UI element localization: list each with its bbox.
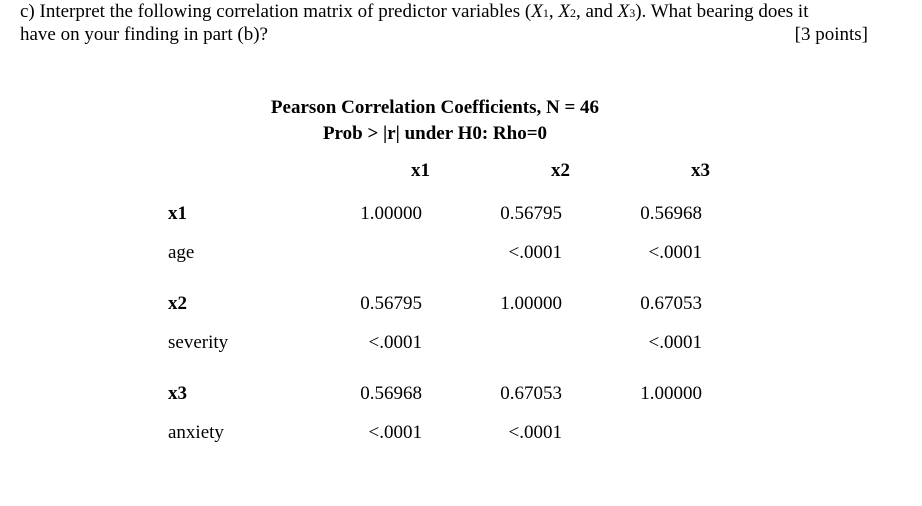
row-label-severity: severity bbox=[168, 332, 229, 353]
coef-x1-x1: 1.00000 bbox=[360, 203, 422, 224]
question-line1-end: ). What bearing does it bbox=[635, 1, 809, 22]
coef-x2-x2: 1.00000 bbox=[500, 293, 562, 314]
coef-x3-x2: 0.67053 bbox=[500, 383, 562, 404]
coef-x3-x1: 0.56968 bbox=[360, 383, 422, 404]
var-x2-subscript: 2 bbox=[569, 6, 576, 20]
question-line2-text: have on your finding in part (b)? bbox=[20, 24, 268, 45]
question-separator-2: , and bbox=[575, 1, 618, 22]
pvalue-x2-x1: <.0001 bbox=[368, 332, 422, 353]
points-label: [3 points] bbox=[794, 24, 868, 45]
column-header-x2: x2 bbox=[551, 160, 570, 181]
row-name-x1: x1 bbox=[168, 203, 187, 224]
var-x2-letter: X bbox=[558, 1, 570, 22]
var-x1-letter: X bbox=[531, 1, 543, 22]
coef-x3-x3: 1.00000 bbox=[640, 383, 702, 404]
pvalue-x2-x3: <.0001 bbox=[648, 332, 702, 353]
matrix-subtitle: Prob > |r| under H0: Rho=0 bbox=[322, 123, 548, 144]
question-intro: c) Interpret the following correlation m… bbox=[20, 1, 532, 22]
pvalue-x3-x1: <.0001 bbox=[368, 422, 422, 443]
matrix-title: Pearson Correlation Coefficients, N = 46 bbox=[270, 97, 600, 118]
row-name-x2: x2 bbox=[168, 293, 187, 314]
question-line-1: c) Interpret the following correlation m… bbox=[20, 0, 920, 23]
coef-x2-x1: 0.56795 bbox=[360, 293, 422, 314]
pvalue-x1-x2: <.0001 bbox=[508, 242, 562, 263]
row-label-anxiety: anxiety bbox=[168, 422, 224, 443]
var-x3-letter: X bbox=[617, 1, 630, 22]
row-label-age: age bbox=[168, 242, 195, 263]
matrix-header: Pearson Correlation Coefficients, N = 46… bbox=[220, 95, 650, 147]
pvalue-x1-x3: <.0001 bbox=[648, 242, 702, 263]
question-text: c) Interpret the following correlation m… bbox=[20, 0, 920, 46]
var-x1-subscript: 1 bbox=[542, 6, 549, 20]
question-separator-1: , bbox=[548, 1, 559, 22]
coef-x1-x3: 0.56968 bbox=[640, 203, 702, 224]
question-line-2: have on your finding in part (b)? [3 poi… bbox=[20, 23, 920, 46]
var-x3-subscript: 3 bbox=[629, 6, 636, 20]
column-header-x1: x1 bbox=[411, 160, 430, 181]
column-header-x3: x3 bbox=[691, 160, 710, 181]
pvalue-x3-x2: <.0001 bbox=[508, 422, 562, 443]
coef-x1-x2: 0.56795 bbox=[500, 203, 562, 224]
coef-x2-x3: 0.67053 bbox=[640, 293, 702, 314]
row-name-x3: x3 bbox=[168, 383, 187, 404]
